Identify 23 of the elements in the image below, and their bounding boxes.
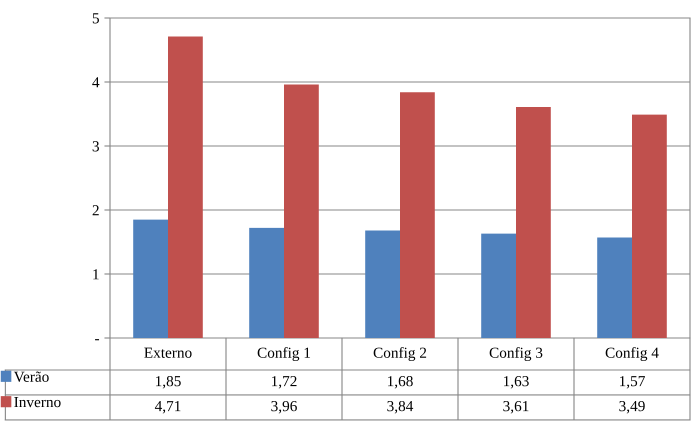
y-tick-label: 3 — [92, 141, 99, 152]
data-label: 4,71 — [154, 401, 180, 414]
data-label: 1,68 — [388, 376, 413, 389]
x-tick-label: Externo — [144, 348, 192, 358]
data-label: 1,85 — [156, 376, 181, 389]
y-tick-label: 4 — [92, 77, 100, 88]
legend-label: Inverno — [14, 397, 61, 408]
y-tick-label: - — [95, 339, 100, 340]
legend-label: Verão — [14, 371, 49, 382]
x-tick-label: Config 2 — [374, 346, 426, 362]
y-tick-label: 1 — [93, 269, 99, 280]
data-label: 3,49 — [619, 400, 645, 414]
x-tick-label: Config 3 — [490, 346, 542, 362]
data-label: 1,72 — [272, 376, 297, 389]
x-tick-label: Config 1 — [258, 346, 310, 362]
x-tick-label: Config 4 — [606, 346, 659, 362]
data-label: 3,84 — [387, 400, 414, 414]
data-label: 1,63 — [504, 376, 529, 389]
y-tick-label: 2 — [92, 205, 99, 216]
data-label: 3,61 — [503, 400, 528, 414]
data-label: 1,57 — [620, 376, 645, 389]
data-label: 3,96 — [271, 400, 297, 414]
y-tick-label: 5 — [92, 13, 99, 24]
